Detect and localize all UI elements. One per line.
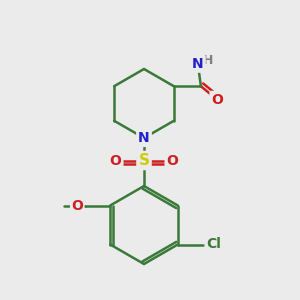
Text: O: O: [110, 154, 122, 167]
Text: H: H: [203, 54, 214, 67]
Text: O: O: [212, 93, 223, 107]
Text: H: H: [193, 54, 203, 67]
Text: N: N: [192, 57, 204, 71]
Text: S: S: [139, 153, 149, 168]
Text: O: O: [71, 199, 83, 212]
Text: N: N: [138, 131, 150, 145]
Text: Cl: Cl: [206, 238, 221, 251]
Text: O: O: [167, 154, 178, 167]
